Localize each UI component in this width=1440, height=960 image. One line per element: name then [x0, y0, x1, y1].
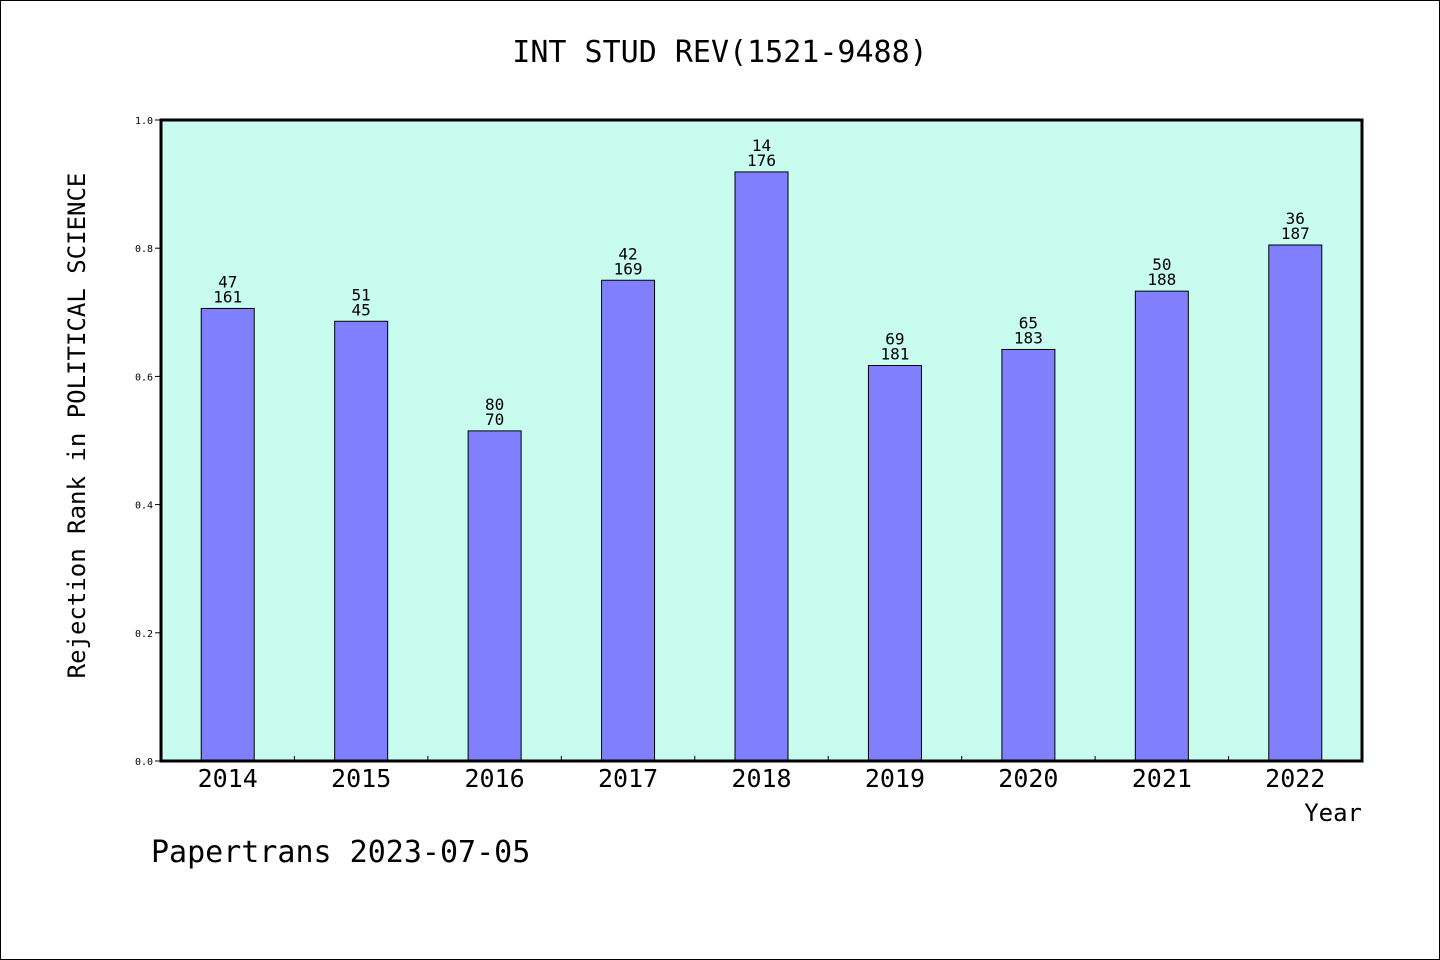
bar-label-top: 50: [1152, 255, 1171, 274]
x-tick-label: 2017: [598, 764, 658, 793]
x-tick-label: 2022: [1265, 764, 1325, 793]
bar: [467, 430, 522, 762]
x-tick-label: 2015: [331, 764, 391, 793]
bar-label-bottom: 187: [1281, 224, 1310, 243]
x-axis: 2014 2015 2016 2017 2018 2019 2020 2021 2022: [198, 756, 1325, 793]
bar-label-top: 42: [618, 244, 637, 263]
y-tick-label: 0.4: [135, 501, 153, 512]
chart-title: INT STUD REV(1521-9488): [512, 35, 928, 70]
bar-label-bottom: 161: [213, 287, 242, 306]
y-tick-label: 0.8: [135, 244, 153, 255]
bar: [734, 171, 789, 762]
bar: [1001, 348, 1056, 762]
bar: [867, 365, 922, 762]
bar-label-top: 80: [485, 395, 504, 414]
y-tick-label: 1.0: [135, 116, 153, 127]
bar-label-top: 65: [1019, 313, 1038, 332]
bar: [1268, 244, 1323, 762]
bar-label-bottom: 169: [614, 259, 643, 278]
y-tick-label: 0.0: [135, 757, 153, 768]
bar-label-bottom: 45: [352, 300, 371, 319]
bar-label-top: 36: [1286, 209, 1305, 228]
x-tick-label: 2019: [865, 764, 925, 793]
bar-label-top: 14: [752, 136, 771, 155]
x-tick-label: 2014: [198, 764, 258, 793]
y-axis: 0.0 0.2 0.4 0.6 0.8 1.0: [135, 116, 161, 768]
plot-border: [159, 118, 1364, 763]
x-tick-label: 2016: [465, 764, 525, 793]
bar-label-top: 69: [885, 330, 904, 349]
bar: [334, 320, 389, 762]
bar-label-bottom: 176: [747, 151, 776, 170]
bar: [1134, 290, 1189, 762]
bar: [601, 279, 656, 762]
bar-label-top: 47: [218, 272, 237, 291]
y-tick-label: 0.6: [135, 372, 153, 383]
bar-label-bottom: 70: [485, 410, 504, 429]
bar-label-bottom: 183: [1014, 328, 1043, 347]
x-tick-label: 2018: [731, 764, 791, 793]
bar: [200, 307, 255, 762]
bar-label-bottom: 181: [880, 345, 909, 364]
y-axis-label: Rejection Rank in POLITICAL SCIENCE: [63, 173, 91, 679]
y-tick-label: 0.2: [135, 629, 153, 640]
x-tick-label: 2021: [1132, 764, 1192, 793]
bar-label-bottom: 188: [1147, 270, 1176, 289]
x-tick-label: 2020: [998, 764, 1058, 793]
bar-label-top: 51: [352, 285, 371, 304]
watermark: Papertrans 2023-07-05: [151, 835, 531, 870]
x-axis-label: Year: [1304, 799, 1362, 827]
